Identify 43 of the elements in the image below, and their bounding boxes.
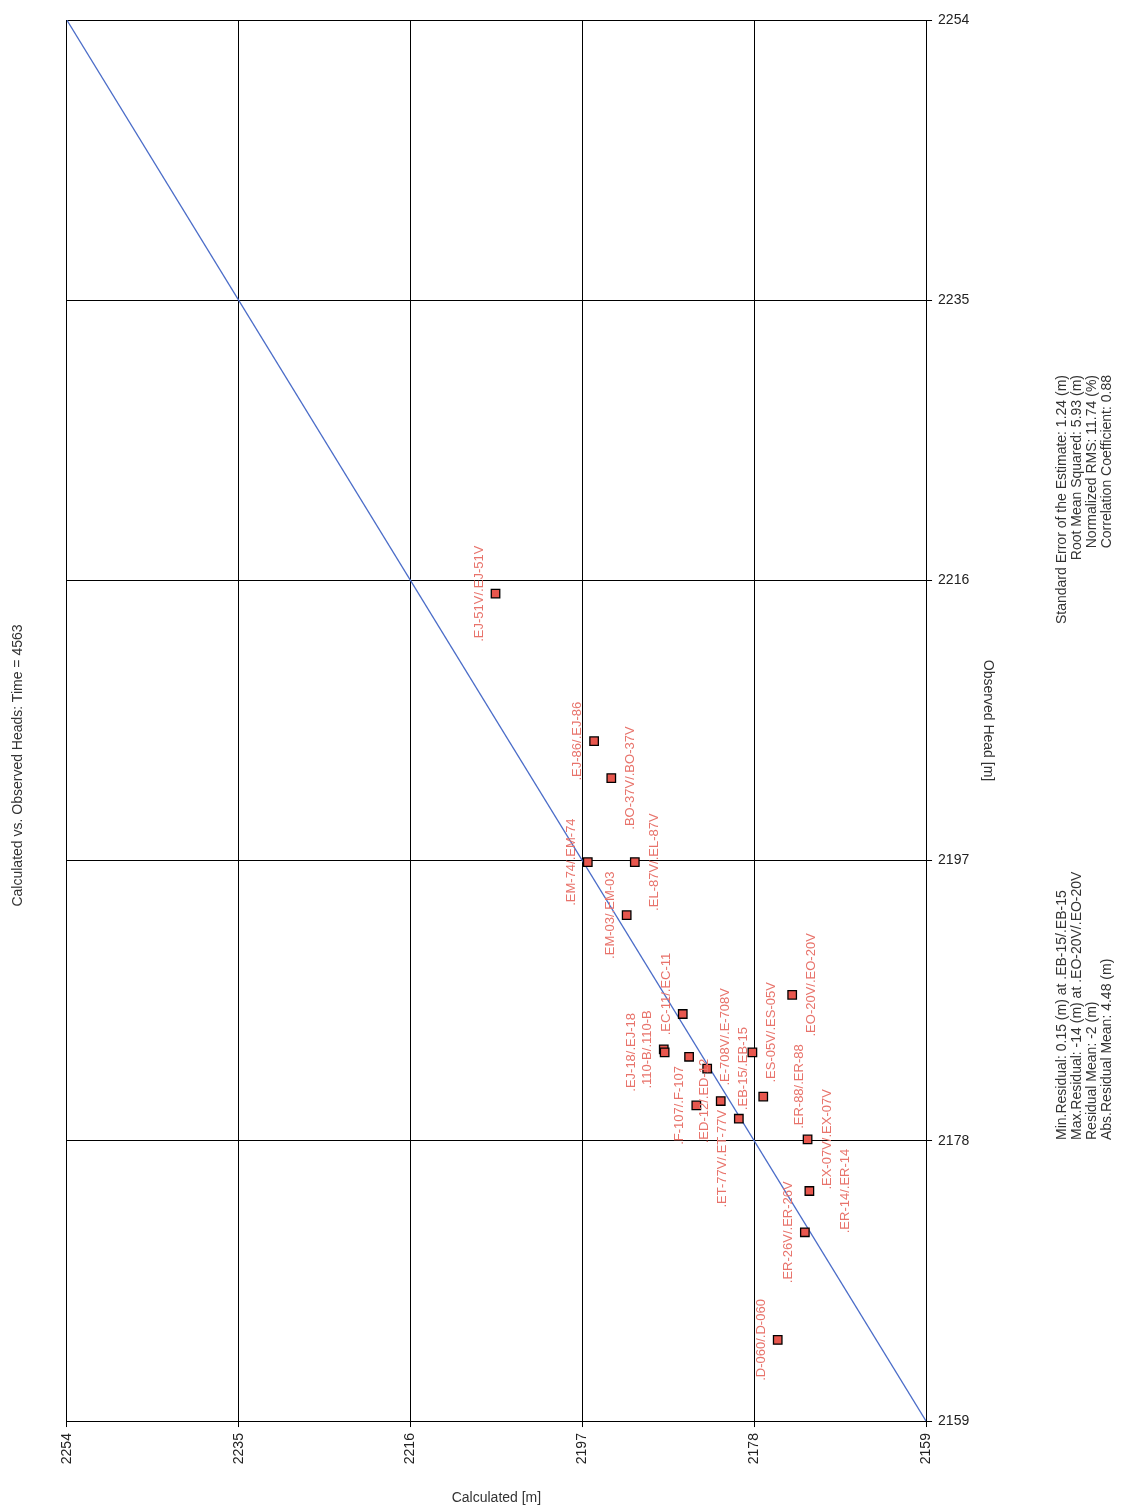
x-tick-label: 2254 — [57, 1432, 74, 1465]
annotation: .EX-07V/.EX-07V — [818, 1088, 834, 1190]
annotation: .ER-14/.ER-14 — [837, 1148, 853, 1234]
annotation: .EJ-18/.EJ-18 — [622, 1012, 638, 1092]
x-tick-label: 2159 — [916, 1432, 933, 1465]
y-axis-title: Observed Head [m] — [980, 659, 997, 782]
annotation: .F-107/.F-107 — [671, 1066, 687, 1145]
annotation: .E-708V/.E-708V — [717, 987, 733, 1086]
y-tick-label: 2235 — [938, 291, 970, 308]
x-tick-label: 2235 — [229, 1432, 246, 1465]
x-axis-title: Calculated [m] — [451, 1489, 542, 1506]
y-tick-label: 2159 — [938, 1411, 970, 1428]
annotation: .EM-03/.EM-03 — [601, 871, 617, 959]
text: Standard Error of the Estimate: 1.24 (m) — [1053, 375, 1070, 624]
annotation: .ES-05V/.ES-05V — [763, 981, 779, 1083]
annotation: .BO-37V/.BO-37V — [622, 726, 638, 830]
annotation: .EL-87V/.EL-87V — [645, 813, 661, 911]
annotation: .EJ-86/.EJ-86 — [569, 701, 585, 781]
x-tick-label: 2178 — [745, 1432, 762, 1465]
y-tick-label: 2197 — [938, 851, 970, 868]
x-tick-label: 2197 — [573, 1432, 590, 1465]
text: Normalized RMS: 11.74 (%) — [1083, 375, 1100, 549]
y-tick-label: 2254 — [938, 10, 970, 27]
y-tick-label: 2216 — [938, 571, 970, 588]
text: Correlation Coefficient: 0.88 — [1098, 374, 1115, 549]
text: Min.Residual: 0.15 (m) at .EB-15/.EB-15 — [1053, 890, 1070, 1140]
annotation: .EC-11/.EC-11 — [657, 952, 673, 1036]
annotation: .110-B/.110-B — [638, 1010, 654, 1089]
annotation: .ER-88/.ER-88 — [791, 1044, 807, 1129]
y-tick-label: 2178 — [938, 1131, 970, 1148]
annotation: .EJ-51V/.EJ-51V — [470, 545, 486, 642]
text: Residual Mean: -2 (m) — [1083, 1001, 1100, 1140]
annotation: .ET-77V/.ET-77V — [713, 1109, 729, 1208]
annotation: .D-060/.D-060 — [752, 1299, 768, 1381]
text: Root Mean Squared: 5.93 (m) — [1068, 375, 1085, 561]
text: Abs.Residual Mean: 4.48 (m) — [1098, 958, 1115, 1140]
annotation: .ER-26V/.ER-26V — [779, 1181, 795, 1284]
annotation: .EO-20V/.EO-20V — [803, 932, 819, 1037]
text: Max.Residual: -14 (m) at .EO-20V/.EO-20V — [1068, 870, 1085, 1140]
annotation: .EB-15/.EB-15 — [735, 1027, 751, 1111]
text: Calculated vs. Observed Heads: Time = 4563 — [9, 624, 26, 907]
x-tick-label: 2216 — [401, 1432, 418, 1465]
annotation: .EM-74/.EM-74 — [562, 818, 578, 906]
